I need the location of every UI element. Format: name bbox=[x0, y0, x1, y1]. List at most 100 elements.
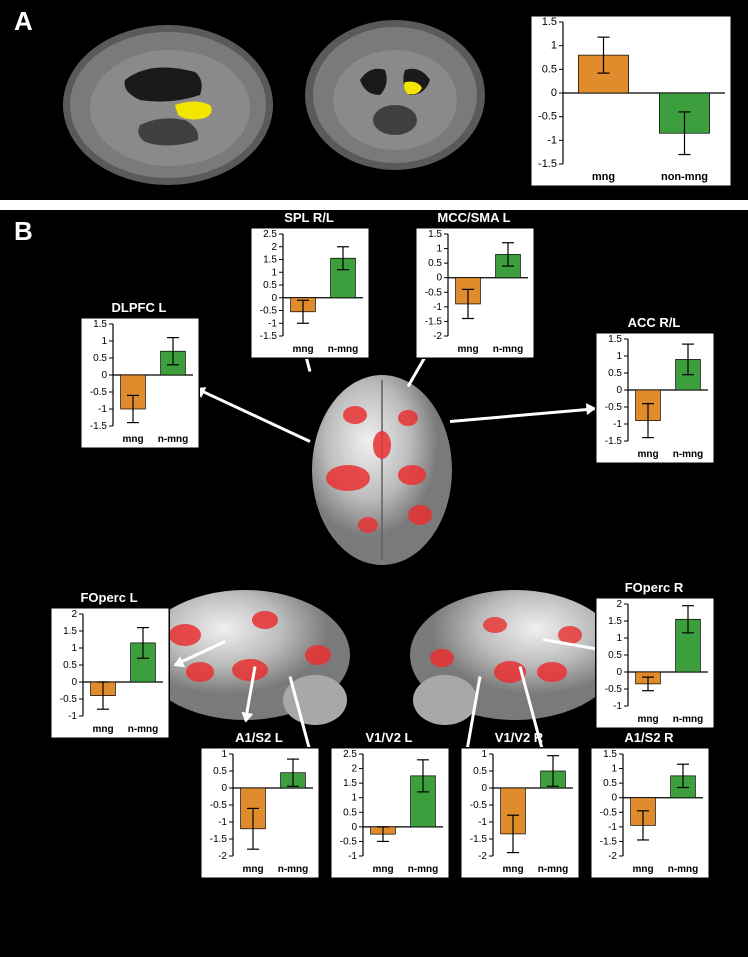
svg-text:mng: mng bbox=[637, 714, 658, 725]
brain-sagittal-slice bbox=[50, 10, 280, 190]
svg-text:1.5: 1.5 bbox=[542, 16, 557, 28]
svg-text:-0.5: -0.5 bbox=[605, 402, 623, 413]
svg-text:n-mng: n-mng bbox=[328, 344, 359, 355]
svg-text:-1: -1 bbox=[613, 419, 622, 430]
svg-text:1.5: 1.5 bbox=[263, 255, 277, 266]
svg-text:1: 1 bbox=[611, 764, 617, 775]
svg-text:2: 2 bbox=[351, 764, 357, 775]
svg-text:0: 0 bbox=[611, 793, 617, 804]
svg-text:mng: mng bbox=[637, 449, 658, 460]
svg-text:-0.5: -0.5 bbox=[538, 111, 557, 123]
svg-text:n-mng: n-mng bbox=[673, 714, 704, 725]
svg-text:mng: mng bbox=[632, 864, 653, 875]
svg-text:-1: -1 bbox=[98, 404, 107, 415]
svg-text:1: 1 bbox=[101, 336, 107, 347]
svg-text:0.5: 0.5 bbox=[608, 650, 622, 661]
svg-text:-0.5: -0.5 bbox=[340, 836, 358, 847]
svg-text:1.5: 1.5 bbox=[343, 778, 357, 789]
svg-text:0.5: 0.5 bbox=[213, 766, 227, 777]
svg-text:0: 0 bbox=[71, 677, 77, 688]
chart-title: MCC/SMA L bbox=[415, 210, 533, 225]
svg-text:2: 2 bbox=[71, 609, 77, 620]
svg-text:2: 2 bbox=[271, 242, 277, 253]
svg-text:-1.5: -1.5 bbox=[90, 421, 108, 432]
svg-text:0.5: 0.5 bbox=[63, 660, 77, 671]
chart-svg: -1 -0.5 0 0.5 1 1.5 2 mng n-mng bbox=[596, 598, 714, 728]
coronal-svg bbox=[290, 10, 500, 190]
chart-title: DLPFC L bbox=[80, 300, 198, 315]
region-chart: FOperc R -1 -0.5 0 0.5 1 1.5 2 mng n-mng bbox=[595, 580, 713, 729]
svg-text:-0.5: -0.5 bbox=[605, 684, 623, 695]
panel-b-charts-layer: SPL R/L-1.5-1-0.500.511.522.5mngn-mngMCC… bbox=[0, 210, 748, 957]
svg-text:-1: -1 bbox=[348, 851, 357, 862]
svg-text:-1.5: -1.5 bbox=[538, 158, 557, 170]
svg-text:-2: -2 bbox=[608, 851, 617, 862]
svg-text:-0.5: -0.5 bbox=[600, 807, 618, 818]
svg-text:1: 1 bbox=[616, 633, 622, 644]
svg-text:n-mng: n-mng bbox=[158, 434, 189, 445]
svg-text:-1: -1 bbox=[608, 822, 617, 833]
chart-svg: -2-1.5-1-0.500.511.5mngn-mng bbox=[591, 748, 709, 878]
svg-text:-1: -1 bbox=[478, 817, 487, 828]
svg-text:1.5: 1.5 bbox=[608, 334, 622, 345]
svg-text:n-mng: n-mng bbox=[538, 864, 569, 875]
svg-text:1: 1 bbox=[351, 793, 357, 804]
chart-box: -1.5-1-0.500.511.522.5mngn-mng bbox=[250, 227, 370, 359]
svg-text:non-mng: non-mng bbox=[661, 171, 708, 183]
svg-text:0.5: 0.5 bbox=[428, 258, 442, 269]
svg-text:0: 0 bbox=[351, 822, 357, 833]
svg-text:1: 1 bbox=[481, 749, 487, 760]
region-chart: V1/V2 L-1-0.500.511.522.5mngn-mng bbox=[330, 730, 448, 879]
svg-text:mng: mng bbox=[592, 171, 615, 183]
chart-box: -2-1.5-1-0.500.51mngn-mng bbox=[460, 747, 580, 879]
panel-a-chart-svg: -1.5-1-0.500.511.5mngnon-mng bbox=[531, 16, 731, 186]
chart-title: A1/S2 R bbox=[590, 730, 708, 745]
svg-text:1.5: 1.5 bbox=[608, 616, 622, 627]
chart-box: -1 -0.5 0 0.5 1 1.5 2 mng n-mng bbox=[595, 597, 715, 729]
chart-title: ACC R/L bbox=[595, 315, 713, 330]
chart-title: V1/V2 L bbox=[330, 730, 448, 745]
svg-text:0.5: 0.5 bbox=[473, 766, 487, 777]
svg-text:1: 1 bbox=[71, 643, 77, 654]
svg-text:0: 0 bbox=[551, 87, 557, 99]
chart-box: -1.5-1-0.500.511.5mngn-mng bbox=[80, 317, 200, 449]
svg-text:1: 1 bbox=[436, 244, 442, 255]
region-chart: ACC R/L-1.5-1-0.500.511.5mngn-mng bbox=[595, 315, 713, 464]
svg-text:mng: mng bbox=[242, 864, 263, 875]
region-chart: MCC/SMA L-2-1.5-1-0.500.511.5mngn-mng bbox=[415, 210, 533, 359]
svg-text:0: 0 bbox=[616, 667, 622, 678]
svg-text:-0.5: -0.5 bbox=[470, 800, 488, 811]
chart-title: FOperc R bbox=[595, 580, 713, 595]
chart-svg: -1.5-1-0.500.511.5mngn-mng bbox=[596, 333, 714, 463]
chart-title: FOperc L bbox=[50, 590, 168, 605]
svg-text:-1.5: -1.5 bbox=[210, 834, 228, 845]
region-chart: V1/V2 R-2-1.5-1-0.500.51mngn-mng bbox=[460, 730, 578, 879]
chart-box: -1-0.500.511.52mngn-mng bbox=[50, 607, 170, 739]
svg-text:n-mng: n-mng bbox=[408, 864, 439, 875]
svg-text:-1: -1 bbox=[613, 701, 622, 712]
svg-text:-1: -1 bbox=[268, 318, 277, 329]
svg-text:1.5: 1.5 bbox=[93, 319, 107, 330]
svg-text:-2: -2 bbox=[218, 851, 227, 862]
svg-text:-1.5: -1.5 bbox=[260, 331, 278, 342]
svg-text:-2: -2 bbox=[478, 851, 487, 862]
region-chart: A1/S2 R-2-1.5-1-0.500.511.5mngn-mng bbox=[590, 730, 708, 879]
svg-text:2.5: 2.5 bbox=[263, 229, 277, 240]
svg-text:-0.5: -0.5 bbox=[260, 306, 278, 317]
chart-box: -2-1.5-1-0.500.511.5mngn-mng bbox=[415, 227, 535, 359]
sagittal-svg bbox=[50, 10, 280, 190]
brain-coronal-slice bbox=[290, 10, 500, 190]
svg-text:2: 2 bbox=[616, 599, 622, 610]
svg-text:-1.5: -1.5 bbox=[605, 436, 623, 447]
svg-text:0.5: 0.5 bbox=[608, 368, 622, 379]
svg-text:-0.5: -0.5 bbox=[90, 387, 108, 398]
region-chart: DLPFC L-1.5-1-0.500.511.5mngn-mng bbox=[80, 300, 198, 449]
chart-box: -2-1.5-1-0.500.511.5mngn-mng bbox=[590, 747, 710, 879]
svg-text:1: 1 bbox=[616, 351, 622, 362]
chart-svg: -1-0.500.511.52mngn-mng bbox=[51, 608, 169, 738]
svg-text:0.5: 0.5 bbox=[542, 63, 557, 75]
region-chart: SPL R/L-1.5-1-0.500.511.522.5mngn-mng bbox=[250, 210, 368, 359]
svg-text:1: 1 bbox=[221, 749, 227, 760]
region-chart: A1/S2 L-2-1.5-1-0.500.51mngn-mng bbox=[200, 730, 318, 879]
svg-text:n-mng: n-mng bbox=[493, 344, 524, 355]
